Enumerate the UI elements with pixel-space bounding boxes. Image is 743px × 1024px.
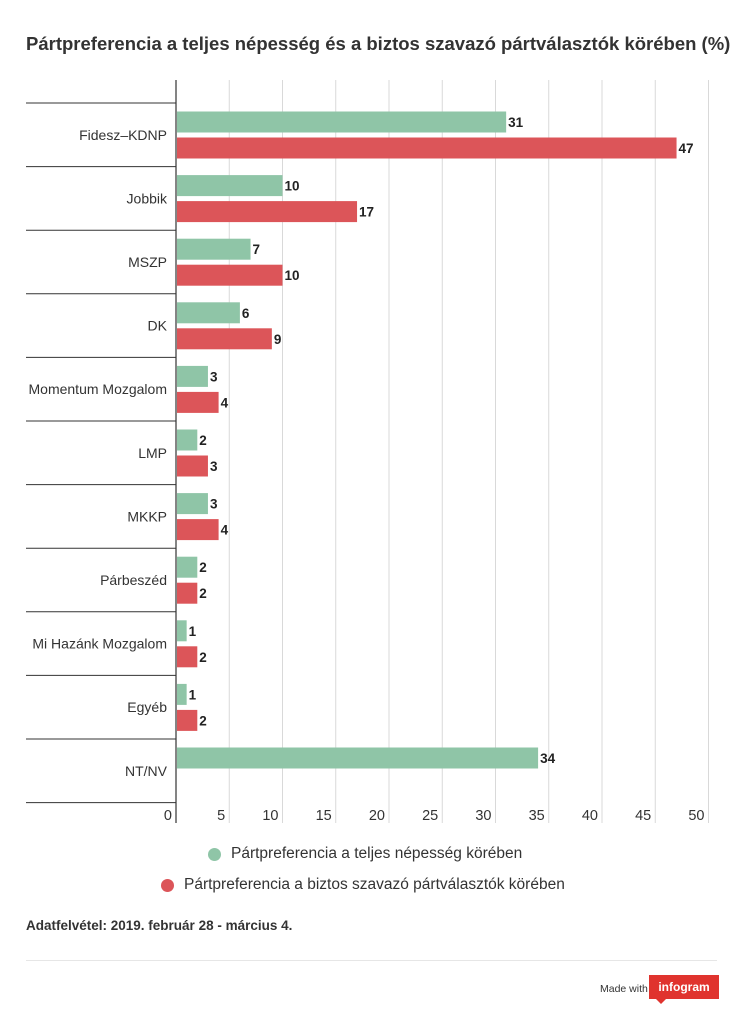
bar-series-2 [177,328,272,350]
bar-value-label: 4 [221,395,229,410]
infogram-logo[interactable]: infogram [649,975,719,999]
category-label: Momentum Mozgalom [29,381,168,397]
x-tick-label-45: 45 [635,808,651,824]
bar-series-2 [177,582,198,604]
x-tick-label-5: 5 [217,808,225,824]
bar-value-label: 1 [189,624,197,639]
legend-dot-series-1 [208,847,221,861]
bar-value-label: 2 [199,560,207,575]
category-label: Egyéb [127,699,167,715]
legend-item-series-1[interactable]: Pártpreferencia a teljes népesség körébe… [208,845,522,863]
bar-series-1 [177,429,198,451]
x-tick-label-15: 15 [316,808,332,824]
x-tick-label-40: 40 [582,808,598,824]
bar-series-1 [177,238,251,260]
legend-item-series-2[interactable]: Pártpreferencia a biztos szavazó pártvál… [161,876,565,894]
x-tick-label-50: 50 [688,808,704,824]
category-label: MKKP [127,508,167,524]
bar-value-label: 7 [253,242,261,257]
x-tick-label-25: 25 [422,808,438,824]
category-label: MSZP [128,254,167,270]
bar-value-label: 2 [199,586,207,601]
bar-chart: 0 5 10 15 20 25 30 35 40 45 50Fidesz–KDNP3147Jobbi… [26,80,709,824]
x-tick-label-10: 10 [262,808,278,824]
bar-series-2 [177,519,219,541]
footnote: Adatfelvétel: 2019. február 28 - március… [26,918,293,933]
bar-series-2 [177,709,198,731]
legend-label-series-2: Pártpreferencia a biztos szavazó pártvál… [184,876,565,893]
bar-value-label: 9 [274,332,282,347]
bar-value-label: 34 [540,751,556,766]
x-tick-label-20: 20 [369,808,385,824]
bar-series-1 [177,556,198,578]
bar-value-label: 47 [679,141,694,156]
bar-value-label: 3 [210,459,218,474]
legend-label-series-1: Pártpreferencia a teljes népesség körébe… [231,845,523,862]
bar-value-label: 2 [199,713,207,728]
bar-series-2 [177,264,283,286]
x-tick-label-35: 35 [529,808,545,824]
bar-series-2 [177,201,358,223]
divider [26,960,717,961]
brand-name: infogram [658,980,710,994]
bar-series-2 [177,137,677,159]
bar-series-1 [177,302,240,324]
bar-series-1 [177,747,539,769]
bar-series-2 [177,646,198,668]
category-label: DK [148,318,168,334]
bar-value-label: 2 [199,650,207,665]
bar-series-1 [177,175,283,197]
legend-dot-series-2 [161,878,174,892]
bar-value-label: 6 [242,306,250,321]
bar-series-1 [177,365,208,387]
category-label: Párbeszéd [100,572,167,588]
bar-value-label: 10 [285,268,300,283]
category-label: LMP [138,445,167,461]
category-label: NT/NV [125,763,168,779]
bar-value-label: 31 [508,115,524,130]
bar-series-1 [177,683,187,705]
category-label: Fidesz–KDNP [79,127,167,143]
logo-notch [655,998,667,1004]
category-label: Mi Hazánk Mozgalom [32,636,167,652]
x-tick-label-30: 30 [475,808,491,824]
bar-value-label: 17 [359,205,374,220]
category-label: Jobbik [127,190,168,206]
bar-value-label: 1 [189,687,197,702]
bar-series-1 [177,493,208,515]
made-with-label: Made with [600,983,648,995]
bar-series-2 [177,391,219,413]
bar-value-label: 10 [285,179,300,194]
x-tick-label-0: 0 [164,808,172,824]
bar-series-1 [177,111,507,133]
bar-value-label: 2 [199,433,207,448]
bar-value-label: 3 [210,369,218,384]
chart-title: Pártpreferencia a teljes népesség és a b… [26,33,731,54]
bar-value-label: 3 [210,497,218,512]
bar-value-label: 4 [221,523,229,538]
bar-series-1 [177,620,187,642]
bar-series-2 [177,455,208,477]
